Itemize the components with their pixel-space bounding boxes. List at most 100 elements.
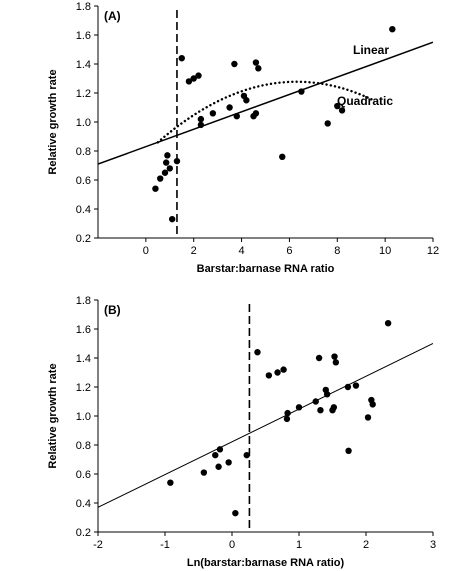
data-point [384,320,392,327]
data-point [274,369,281,376]
y-tick-label: 0.4 [76,498,91,510]
x-axis-label: Ln(barstar:barnase RNA ratio) [187,557,345,569]
data-point [178,55,185,62]
data-point [312,398,319,405]
data-point [364,414,372,421]
data-point [226,104,233,111]
data-point [161,169,169,176]
data-point [252,59,260,66]
y-tick-label: 0.8 [76,146,91,158]
y-tick-label: 0.2 [76,527,91,539]
data-point [167,479,174,486]
linear-fit-line [98,41,433,165]
data-point [233,113,240,120]
x-tick-label: 3 [430,539,436,551]
x-tick-label: 0 [143,245,149,257]
data-point [323,391,331,398]
x-tick-label: 4 [239,245,245,257]
data-point [243,97,250,104]
data-point [152,185,159,192]
x-tick-label: 8 [334,245,340,257]
quadratic-fit-curve [156,80,375,144]
y-tick-label: 1.0 [76,411,91,423]
data-point [295,404,303,411]
y-tick-label: 1.0 [76,117,91,129]
y-tick-label: 1.4 [76,59,91,71]
data-point [315,354,323,362]
x-tick-label: 2 [363,539,369,551]
data-point [338,107,346,114]
y-tick-label: 0.8 [76,440,91,452]
data-point [280,366,287,373]
data-point [284,409,291,417]
data-point [231,60,238,68]
panel-b-chart: -2 -1 0 1 2 3 0.2 0.4 0.6 0.8 1.0 1.2 1.4 1.6 1.8 Ln(ba… [47,295,436,569]
x-tick-label: 1 [296,539,302,551]
data-point [209,110,217,117]
data-point [173,157,181,165]
data-point [283,415,291,423]
x-tick-label: 6 [286,245,292,257]
x-tick-label: -1 [160,539,170,551]
data-point [344,383,352,391]
y-tick-label: 1.2 [76,88,91,100]
data-point [225,459,232,466]
x-tick-label: 12 [427,245,439,257]
y-axis-label: Relative growth rate [47,69,59,174]
data-point [164,152,171,159]
data-point [352,382,360,389]
panel-label: (B) [104,303,121,317]
data-point [331,353,338,360]
data-point [166,165,173,172]
y-tick-label: 0.4 [76,204,91,216]
data-point [265,372,273,379]
y-tick-label: 0.2 [76,233,91,245]
data-point [279,153,286,160]
data-point [200,469,208,476]
y-tick-label: 1.6 [76,30,91,42]
data-point [317,407,324,414]
data-point [255,65,262,72]
data-point [324,120,331,127]
data-point [212,451,219,459]
data-point [215,463,222,470]
y-tick-label: 1.8 [76,295,91,307]
data-point [197,115,205,123]
panel-label: (A) [104,9,121,23]
y-tick-label: 0.6 [76,175,91,187]
data-point [190,75,197,82]
data-point [157,175,164,182]
data-point [232,509,239,517]
y-axis-label: Relative growth rate [47,363,59,468]
data-point [243,451,250,459]
data-point [216,446,224,453]
data-point [298,88,305,95]
x-tick-label: 10 [379,245,391,257]
x-axis-label: Barstar:barnase RNA ratio [197,263,335,275]
plot-area [98,10,433,238]
data-point [334,102,341,110]
linear-fit-label: Linear [353,43,389,57]
y-tick-label: 1.6 [76,324,91,336]
y-tick-label: 1.2 [76,382,91,394]
data-point [332,359,340,366]
x-tick-label: 0 [229,539,235,551]
y-tick-label: 1.4 [76,353,91,365]
panel-a-chart: 0 2 4 6 8 10 12 0.2 0.4 0.6 0.8 1.0 1.2 1.4 1.6 1.8 Bars… [47,1,439,275]
x-tick-label: 2 [191,245,197,257]
data-point [389,26,396,33]
quadratic-fit-label: Quadratic [337,94,393,108]
data-point [163,159,170,166]
data-point [345,447,352,454]
data-point [254,349,261,356]
data-point [185,78,193,85]
data-point [195,72,202,79]
data-point [252,110,260,117]
plot-area [98,304,433,532]
y-tick-label: 0.6 [76,469,91,481]
linear-fit-line [98,343,433,508]
data-point [168,215,176,223]
data-point [330,404,338,411]
y-tick-label: 1.8 [76,1,91,13]
